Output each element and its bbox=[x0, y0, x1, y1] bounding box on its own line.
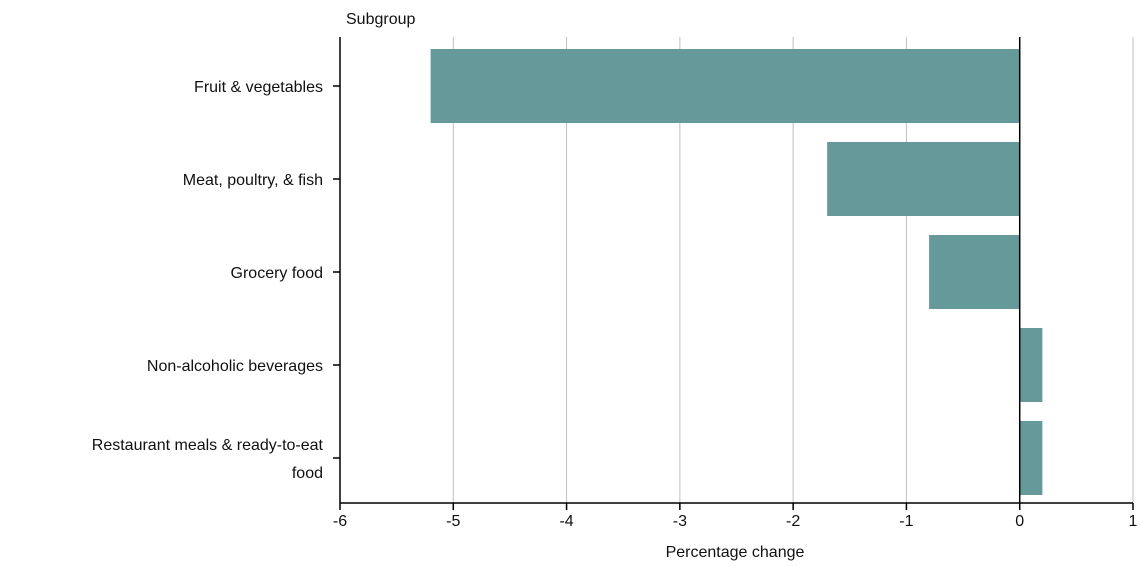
category-label: Meat, poultry, & fish bbox=[183, 172, 323, 189]
bar bbox=[430, 49, 1020, 123]
x-tick-label: -6 bbox=[333, 513, 347, 530]
bar bbox=[827, 142, 1020, 216]
category-label: Restaurant meals & ready-to-eat bbox=[92, 437, 324, 454]
x-tick-label: -3 bbox=[673, 513, 687, 530]
category-label: Grocery food bbox=[231, 265, 323, 282]
bar bbox=[929, 235, 1020, 309]
category-label: food bbox=[292, 465, 323, 482]
bar bbox=[1019, 421, 1043, 495]
x-tick-label: -1 bbox=[899, 513, 913, 530]
category-label: Fruit & vegetables bbox=[194, 79, 323, 96]
x-axis-title: Percentage change bbox=[666, 544, 805, 561]
x-tick-label: -5 bbox=[446, 513, 460, 530]
x-tick-label: -4 bbox=[559, 513, 573, 530]
axes bbox=[339, 37, 1133, 504]
x-tick-label: 1 bbox=[1129, 513, 1138, 530]
bar bbox=[1019, 328, 1043, 402]
x-tick-label: 0 bbox=[1015, 513, 1024, 530]
bars bbox=[430, 49, 1043, 495]
category-label: Non-alcoholic beverages bbox=[147, 358, 323, 375]
labels: -6 -5 -4 -3 -2 -1 0 1 Fruit & vegetables Meat, po… bbox=[92, 79, 1138, 530]
x-tick-label: -2 bbox=[786, 513, 800, 530]
y-axis-title: Subgroup bbox=[346, 11, 415, 28]
